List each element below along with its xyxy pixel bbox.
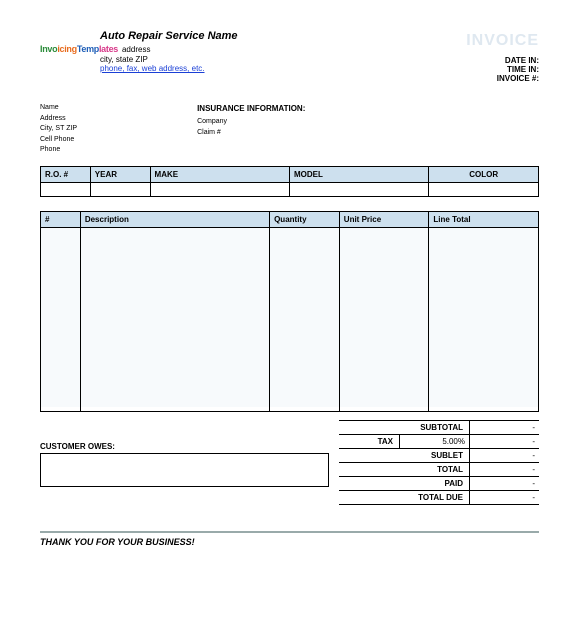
insurance-claim-label: Claim # [197,128,539,139]
header-left: Auto Repair Service Name InvoicingTempla… [40,30,466,83]
company-name: Auto Repair Service Name [40,30,466,42]
vehicle-header-row: R.O. # YEAR MAKE MODEL COLOR [41,166,539,182]
col-ro: R.O. # [41,166,91,182]
paid-row: PAID - [339,477,539,491]
tax-label: TAX [339,435,399,448]
insurance-company-label: Company [197,117,539,128]
total-due-label: TOTAL DUE [339,491,469,504]
time-in-label: TIME IN: [466,65,539,74]
address-row-1: InvoicingTemplates address [40,44,466,54]
address-line-2: city, state ZIP [40,55,466,64]
col-unitprice: Unit Price [339,211,429,227]
paid-value: - [469,477,539,490]
cust-name-label: Name [40,103,77,114]
col-make: MAKE [150,166,289,182]
col-qty: Quantity [270,211,340,227]
sublet-row: SUBLET - [339,449,539,463]
customer-owes-label: CUSTOMER OWES: [40,442,329,451]
customer-owes-field[interactable] [40,453,329,487]
vehicle-table: R.O. # YEAR MAKE MODEL COLOR [40,166,539,197]
sublet-value: - [469,449,539,462]
items-header-row: # Description Quantity Unit Price Line T… [41,211,539,227]
sublet-label: SUBLET [339,449,469,462]
customer-info: Name Address City, ST ZIP Cell Phone Pho… [40,103,77,156]
cust-cell-label: Cell Phone [40,135,77,146]
col-linetotal: Line Total [429,211,539,227]
logo: InvoicingTemplates [40,44,118,54]
total-due-value: - [469,491,539,504]
invoice-watermark: INVOICE [466,32,539,50]
items-table: # Description Quantity Unit Price Line T… [40,211,539,413]
subtotal-value: - [469,421,539,434]
total-label: TOTAL [339,463,469,476]
subtotal-row: SUBTOTAL - [339,420,539,435]
col-color: COLOR [429,166,539,182]
col-year: YEAR [90,166,150,182]
address-line-1: address [122,45,150,54]
total-due-row: TOTAL DUE - [339,491,539,505]
cust-phone-label: Phone [40,145,77,156]
items-bottom-border [41,407,539,412]
tax-rate: 5.00% [399,435,469,448]
tax-amount: - [469,435,539,448]
col-model: MODEL [289,166,428,182]
invoice-no-label: INVOICE #: [466,74,539,83]
col-desc: Description [80,211,269,227]
subtotal-label: SUBTOTAL [339,421,469,434]
date-in-label: DATE IN: [466,56,539,65]
total-value: - [469,463,539,476]
cust-citystzip-label: City, ST ZIP [40,124,77,135]
totals-block: SUBTOTAL - TAX 5.00% - SUBLET - TOTAL - … [339,420,539,505]
total-row: TOTAL - [339,463,539,477]
info-row: Name Address City, ST ZIP Cell Phone Pho… [40,103,539,156]
col-num: # [41,211,81,227]
thank-you-footer: THANK YOU FOR YOUR BUSINESS! [40,531,539,547]
vehicle-data-row[interactable] [41,182,539,196]
header-right: INVOICE DATE IN: TIME IN: INVOICE #: [466,30,539,83]
items-body-row[interactable] [41,227,539,407]
tax-row: TAX 5.00% - [339,435,539,449]
cust-address-label: Address [40,114,77,125]
insurance-info: INSURANCE INFORMATION: Company Claim # [77,103,539,156]
insurance-heading: INSURANCE INFORMATION: [197,103,539,115]
paid-label: PAID [339,477,469,490]
contact-link[interactable]: phone, fax, web address, etc. [40,64,466,73]
customer-owes-box: CUSTOMER OWES: [40,442,329,505]
header-block: Auto Repair Service Name InvoicingTempla… [40,30,539,83]
bottom-area: CUSTOMER OWES: SUBTOTAL - TAX 5.00% - SU… [40,420,539,505]
